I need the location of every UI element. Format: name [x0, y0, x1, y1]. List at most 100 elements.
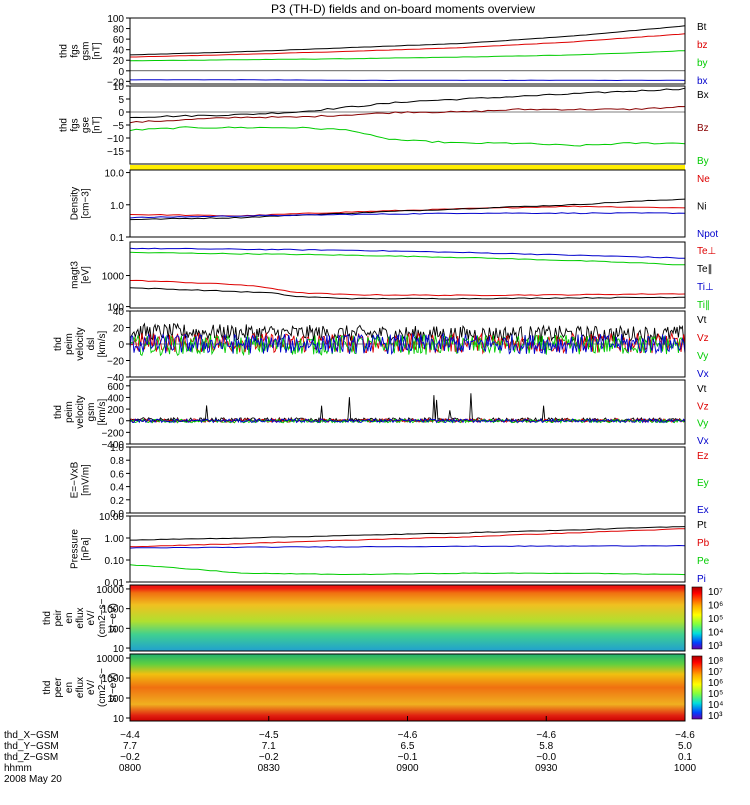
y-axis-label: peer — [53, 677, 64, 698]
y-axis-label: fgs — [70, 118, 81, 131]
y-tick-label: 60 — [113, 35, 125, 46]
x-tick-label: 1000 — [674, 763, 697, 774]
y-axis-label: sr−eV) — [108, 673, 119, 703]
y-axis-label: [nT] — [92, 42, 103, 59]
y-tick-label: 1.0 — [110, 443, 124, 454]
y-tick-label: 10000 — [96, 654, 124, 665]
y-tick-label: 10 — [113, 82, 125, 93]
colorbar-tick-label: 10⁷ — [708, 667, 723, 678]
series-Ti∥ — [129, 251, 685, 266]
y-tick-label: 0.8 — [110, 456, 124, 467]
x-tick-label: 7.7 — [123, 741, 137, 752]
y-tick-label: 0.10 — [105, 556, 125, 567]
y-axis-label: en — [64, 682, 75, 693]
y-axis-label: E=−VxB — [70, 461, 81, 498]
legend-bx: bx — [697, 76, 708, 87]
series-Vy — [129, 334, 686, 357]
y-axis-label: eV/ — [86, 680, 97, 695]
x-tick-label: 0.1 — [678, 752, 692, 763]
colorbar-tick-label: 10⁵ — [708, 614, 723, 625]
legend-Vx: Vx — [697, 369, 709, 380]
panel-8: 10.00 1.00 0.10 0.01 Pressure [nPa] Pt Pb Pe Pi — [70, 512, 710, 589]
panel-frame — [129, 85, 686, 165]
x-tick-label: −0.2 — [120, 752, 140, 763]
series-bz — [130, 33, 686, 58]
legend-Vt: Vt — [697, 315, 707, 326]
legend-Npot: Npot — [697, 229, 718, 240]
y-tick-label: 1000 — [102, 605, 125, 616]
y-axis-label: [km/s] — [97, 398, 108, 425]
y-axis-label: thd — [42, 611, 53, 625]
legend-bz: bz — [697, 40, 708, 51]
y-axis-label: fgs — [70, 44, 81, 57]
y-axis-label: gsm — [81, 42, 92, 61]
y-tick-label: 0 — [118, 340, 124, 351]
colorbar-tick-label: 10³ — [708, 641, 723, 652]
y-tick-label: 100 — [107, 624, 124, 635]
y-tick-label: 10 — [113, 714, 125, 725]
y-tick-label: 1000 — [102, 674, 125, 685]
legend-Vy: Vy — [697, 351, 708, 362]
y-axis-label: (cm2−s− — [97, 668, 108, 707]
y-axis-label: [eV] — [81, 266, 92, 284]
y-axis-label: velocity — [75, 395, 86, 428]
series-By — [129, 126, 686, 147]
y-tick-label: 40 — [113, 307, 125, 318]
legend-Bx: Bx — [697, 90, 709, 101]
y-tick-label: 1.0 — [110, 201, 124, 212]
x-tick-label: 7.1 — [262, 741, 276, 752]
colorbar-tick-label: 10⁴ — [708, 700, 723, 711]
x-tick-label: −0.2 — [259, 752, 279, 763]
colorbar-tick-label: 10⁴ — [708, 628, 723, 639]
panel-frame — [129, 379, 686, 445]
series-Te∥ — [129, 287, 685, 300]
x-axis-row-label: hhmm — [4, 763, 32, 774]
legend-Bt: Bt — [697, 22, 707, 33]
y-axis-label: [mV/m] — [81, 464, 92, 496]
y-tick-label: 100 — [107, 14, 124, 25]
x-tick-label: −4.6 — [675, 730, 695, 741]
legend-Ni: Ni — [697, 202, 706, 213]
y-tick-label: 0 — [118, 108, 124, 119]
y-tick-label: 0 — [118, 417, 124, 428]
y-tick-label: 100 — [107, 303, 124, 314]
y-axis-label: eV/ — [86, 610, 97, 625]
y-tick-label: −15 — [107, 147, 124, 158]
y-axis-label: thd — [59, 118, 70, 132]
series-Vy — [129, 418, 686, 424]
y-axis-label: [cm−3] — [81, 188, 92, 219]
y-tick-label: −40 — [107, 373, 124, 384]
x-tick-label: 6.5 — [401, 741, 415, 752]
panel-4: 1000 100 magt3 [eV] Te⊥ Te∥ Ti⊥ Ti∥ — [70, 241, 716, 314]
y-tick-label: 0 — [118, 67, 124, 78]
y-axis-label: thd — [42, 681, 53, 695]
y-tick-label: 20 — [113, 56, 125, 67]
panel-frame — [129, 515, 686, 583]
series-Vt — [129, 393, 686, 424]
y-axis-label: gsm — [86, 403, 97, 422]
y-axis-label: thd — [53, 337, 64, 351]
x-tick-label: −4.5 — [259, 730, 279, 741]
y-tick-label: 0.1 — [110, 233, 124, 244]
legend-Ti⊥: Ti⊥ — [697, 282, 714, 293]
y-axis-label: eflux — [75, 677, 86, 698]
y-axis-label: dsl — [86, 338, 97, 351]
series-by — [129, 50, 685, 62]
y-tick-label: 10.0 — [105, 169, 125, 180]
spectrogram-image — [130, 654, 685, 721]
x-axis-row-label: thd_Z−GSM — [4, 752, 58, 763]
legend-Vx: Vx — [697, 436, 709, 447]
series-Vx — [129, 417, 686, 424]
panel-frame — [129, 446, 686, 514]
y-axis-label: sr−eV) — [108, 603, 119, 633]
y-tick-label: 10000 — [96, 585, 124, 596]
legend-Vz: Vz — [697, 401, 709, 412]
panel-frame — [129, 584, 686, 652]
legend-By: By — [697, 156, 709, 167]
colorbar-tick-label: 10⁸ — [708, 656, 723, 667]
x-axis-row-label: thd_Y−GSM — [4, 741, 59, 752]
x-tick-label: −0.0 — [536, 752, 556, 763]
panel-frame — [129, 169, 686, 238]
colorbar-tick-label: 10⁵ — [708, 689, 723, 700]
